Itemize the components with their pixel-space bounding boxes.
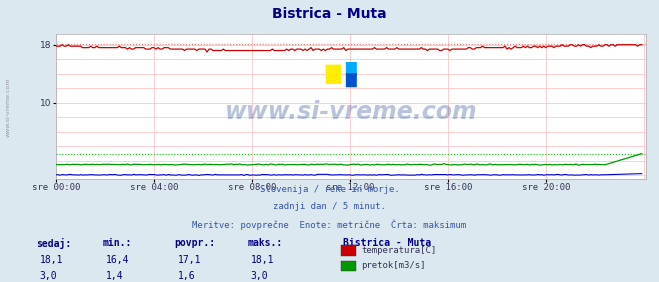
Text: zadnji dan / 5 minut.: zadnji dan / 5 minut. xyxy=(273,202,386,211)
Text: █: █ xyxy=(345,61,357,76)
Text: povpr.:: povpr.: xyxy=(175,238,215,248)
Text: Meritve: povprečne  Enote: metrične  Črta: maksimum: Meritve: povprečne Enote: metrične Črta:… xyxy=(192,220,467,230)
Text: █: █ xyxy=(345,73,357,87)
Text: 16,4: 16,4 xyxy=(105,255,129,265)
Text: 3,0: 3,0 xyxy=(40,271,57,281)
Text: Bistrica - Muta: Bistrica - Muta xyxy=(272,7,387,21)
Text: 18,1: 18,1 xyxy=(250,255,274,265)
Text: 17,1: 17,1 xyxy=(178,255,202,265)
Text: sedaj:: sedaj: xyxy=(36,238,71,249)
Text: temperatura[C]: temperatura[C] xyxy=(361,246,436,255)
Text: www.si-vreme.com: www.si-vreme.com xyxy=(225,100,477,124)
Text: min.:: min.: xyxy=(102,238,132,248)
Text: 18,1: 18,1 xyxy=(40,255,63,265)
Text: 1,6: 1,6 xyxy=(178,271,196,281)
Text: pretok[m3/s]: pretok[m3/s] xyxy=(361,261,426,270)
Text: █: █ xyxy=(326,65,341,84)
Text: 3,0: 3,0 xyxy=(250,271,268,281)
Text: maks.:: maks.: xyxy=(247,238,282,248)
Text: Bistrica - Muta: Bistrica - Muta xyxy=(343,238,431,248)
Text: 1,4: 1,4 xyxy=(105,271,123,281)
Text: Slovenija / reke in morje.: Slovenija / reke in morje. xyxy=(260,185,399,194)
Text: www.si-vreme.com: www.si-vreme.com xyxy=(5,78,11,137)
